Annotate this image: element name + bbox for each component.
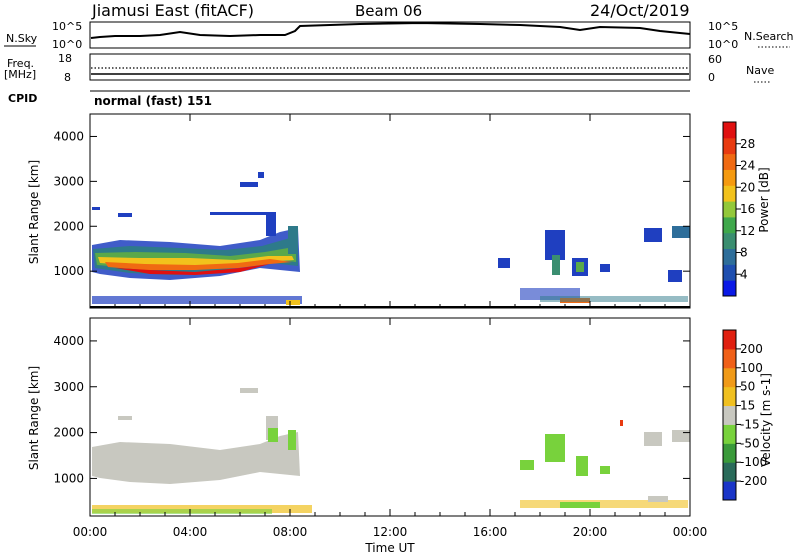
colorbar-tick-label: -200 [740,474,767,488]
beam-title: Beam 06 [355,2,422,20]
colorbar-segment [723,443,736,462]
freq-label-2: [MHz] [4,68,36,81]
colorbar-segment [723,462,736,481]
colorbar-segment [723,349,736,368]
power-panel [90,114,690,308]
colorbar-segment [723,217,736,233]
colorbar-segment [723,169,736,185]
x-tick-label: 00:00 [73,525,108,539]
cpid-label: CPID [8,92,37,105]
colorbar-tick-label: 28 [740,137,755,151]
nsearch-tick-top: 10^5 [708,20,738,33]
power-colorbar-label: Power [dB] [757,167,771,232]
colorbar-segment [723,330,736,349]
nsearch-label: N.Search [744,30,794,43]
x-tick-label: 08:00 [273,525,308,539]
y-tick-label: 1000 [53,471,84,485]
nsearch-tick-bottom: 10^0 [708,38,738,51]
colorbar-segment [723,122,736,138]
colorbar-tick-label: 4 [740,267,748,281]
nsky-panel: N.Sky 10^5 10^0 10^5 10^0 N.Search [4,20,794,51]
nave-label: Nave [746,64,774,77]
y-tick-label: 2000 [53,219,84,233]
colorbar-segment [723,424,736,443]
nave-tick-bottom: 0 [708,71,715,84]
y-tick-label: 3000 [53,380,84,394]
colorbar-segment [723,154,736,170]
colorbar-segment [723,201,736,217]
velocity-colorbar-label: Velocity [m s-1] [759,373,773,467]
colorbar-tick-label: 8 [740,246,748,260]
colorbar-segment [723,185,736,201]
colorbar-segment [723,280,736,296]
freq-panel: Freq. [MHz] 18 8 60 0 Nave [4,52,774,84]
colorbar-segment [723,481,736,500]
y-tick-label: 1000 [53,264,84,278]
power-ylabel: Slant Range [km] [27,160,41,264]
velocity-panel [90,318,690,516]
x-tick-label: 16:00 [473,525,508,539]
y-tick-label: 4000 [53,334,84,348]
y-tick-label: 2000 [53,426,84,440]
colorbar-tick-label: -50 [740,436,760,450]
freq-tick-bottom: 8 [64,71,71,84]
colorbar-tick-label: 15 [740,399,755,413]
colorbar-segment [723,387,736,406]
station-title: Jiamusi East (fitACF) [91,1,254,20]
nsky-label: N.Sky [6,32,38,45]
colorbar-tick-label: 12 [740,224,755,238]
x-tick-label: 12:00 [373,525,408,539]
x-tick-label: 00:00 [673,525,708,539]
colorbar-segment [723,249,736,265]
colorbar-segment [723,264,736,280]
x-tick-label: 04:00 [173,525,208,539]
colorbar-tick-label: 24 [740,159,755,173]
colorbar-tick-label: 16 [740,202,755,216]
nsky-tick-bottom: 10^0 [52,38,82,51]
colorbar-segment [723,368,736,387]
colorbar-tick-label: 50 [740,380,755,394]
figure: Jiamusi East (fitACF) Beam 06 24/Oct/201… [0,0,800,554]
colorbar-tick-label: 100 [740,361,763,375]
nave-tick-top: 60 [708,53,722,66]
y-tick-label: 4000 [53,129,84,143]
power-colorbar: 28 24 20 16 12 8 4 [723,122,755,297]
velocity-ylabel: Slant Range [km] [27,366,41,470]
colorbar-segment [723,138,736,154]
colorbar-tick-label: -15 [740,417,760,431]
x-axis-label: Time UT [364,541,415,554]
y-tick-label: 3000 [53,174,84,188]
colorbar-segment [723,406,736,425]
date-title: 24/Oct/2019 [590,1,690,20]
freq-tick-top: 18 [58,52,72,65]
colorbar-segment [723,233,736,249]
colorbar-tick-label: 200 [740,342,763,356]
cpid-value: normal (fast) 151 [94,94,212,108]
x-tick-label: 20:00 [573,525,608,539]
nsky-tick-top: 10^5 [52,20,82,33]
colorbar-tick-label: 20 [740,180,755,194]
